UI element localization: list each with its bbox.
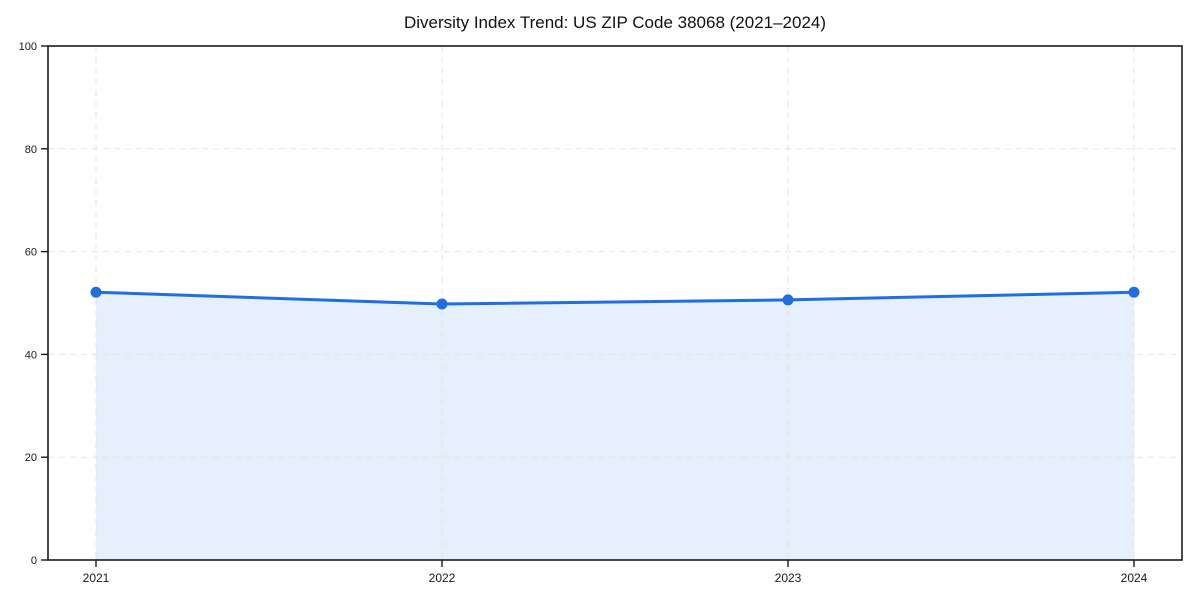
y-tick-label: 40 <box>25 349 37 361</box>
y-tick-label: 80 <box>25 144 37 156</box>
data-line-layer <box>94 290 1136 306</box>
x-tick-label: 2022 <box>429 571 456 585</box>
data-point-marker <box>782 294 794 306</box>
data-marker-layer <box>90 286 1140 310</box>
y-tick-label: 20 <box>25 452 37 464</box>
x-tick-label: 2023 <box>775 571 802 585</box>
area-fill <box>96 292 1134 560</box>
area-fill-layer <box>96 292 1134 560</box>
x-tick-label: 2021 <box>83 571 110 585</box>
plot-frame <box>47 45 1183 561</box>
data-point-marker <box>1128 286 1140 298</box>
data-line <box>94 290 1136 306</box>
axes-layer: 0 20 40 60 80 100 2021 2022 2023 2024 <box>19 41 1183 585</box>
y-tick-label: 100 <box>19 41 37 53</box>
data-point-marker <box>436 298 448 310</box>
y-tick-label: 60 <box>25 247 37 259</box>
chart-title: Diversity Index Trend: US ZIP Code 38068… <box>404 13 826 32</box>
data-point-marker <box>90 286 102 298</box>
y-tick-label: 0 <box>31 555 37 567</box>
x-tick-label: 2024 <box>1121 571 1148 585</box>
